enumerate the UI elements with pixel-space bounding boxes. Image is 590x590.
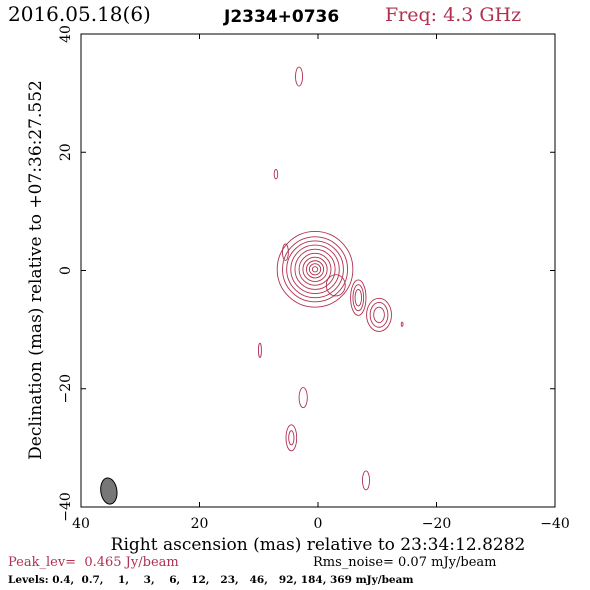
x-tick-label: 0 [314, 516, 323, 532]
plot-frame [80, 33, 556, 508]
contour-line [306, 260, 325, 279]
x-tick-label: −40 [540, 516, 570, 532]
contour-line [298, 252, 332, 286]
contour-line [276, 231, 354, 308]
rms-noise: Rms_noise= 0.07 mJy/beam [313, 555, 496, 570]
contour-line [352, 284, 365, 312]
contour-line [258, 342, 262, 358]
contour-line [294, 248, 336, 290]
y-tick-label: 40 [58, 25, 74, 43]
contour-line [354, 288, 362, 307]
y-tick-label: 0 [58, 266, 74, 275]
component-blob-top [295, 66, 304, 87]
contour-line [361, 470, 370, 491]
contour-line [366, 297, 392, 332]
x-tick-label: −20 [422, 516, 452, 532]
contour-line [311, 266, 319, 273]
y-tick-label: −20 [58, 374, 74, 404]
observation-date: 2016.05.18(6) [8, 2, 151, 26]
contour-line [373, 306, 385, 323]
component-jet-knot-1 [350, 279, 367, 316]
y-tick-labels: −40 −20 0 20 40 [58, 25, 74, 522]
contour-line [400, 321, 404, 327]
component-blob-mid-left [258, 342, 262, 358]
component-blob-bottom-right [361, 470, 370, 491]
contour-line [302, 256, 328, 282]
component-blob-right-small [400, 321, 404, 327]
contour-line [285, 424, 298, 452]
component-blob-lower-left [285, 424, 298, 452]
y-tick-label: −40 [58, 492, 74, 522]
component-jet-knot-2 [366, 297, 392, 332]
x-tick-label: 20 [191, 516, 209, 532]
beam-ellipse [100, 477, 118, 505]
axis-ticks [80, 33, 556, 508]
component-blob-left [282, 243, 289, 261]
contour-line [282, 243, 289, 261]
source-name: J2334+0736 [223, 7, 339, 27]
contour-line [288, 430, 295, 446]
contour-line [295, 66, 304, 87]
contour-line [308, 263, 322, 276]
contour-line [298, 387, 308, 409]
contour-layer [258, 66, 404, 491]
component-blob-lower [298, 387, 308, 409]
contour-line [282, 236, 349, 303]
contour-line [325, 274, 346, 297]
x-tick-label: 40 [72, 516, 90, 532]
x-tick-labels: 40 20 0 −20 −40 [72, 516, 570, 532]
contour-line [273, 168, 279, 180]
contour-line [369, 301, 389, 328]
contour-line [290, 244, 340, 295]
y-axis-label: Declination (mas) relative to +07:36:27.… [26, 80, 46, 460]
contour-line [350, 279, 367, 316]
component-blob-upper [273, 168, 279, 180]
contour-line [286, 240, 344, 299]
frequency-label: Freq: 4.3 GHz [385, 4, 521, 26]
component-core [276, 231, 354, 308]
y-tick-label: 20 [58, 143, 74, 161]
peak-level: Peak_lev= 0.465 Jy/beam [8, 555, 179, 570]
contour-levels: Levels: 0.4, 0.7, 1, 3, 6, 12, 23, 46, 9… [8, 574, 414, 586]
beam-layer [100, 477, 118, 505]
x-axis-label: Right ascension (mas) relative to 23:34:… [111, 535, 526, 555]
